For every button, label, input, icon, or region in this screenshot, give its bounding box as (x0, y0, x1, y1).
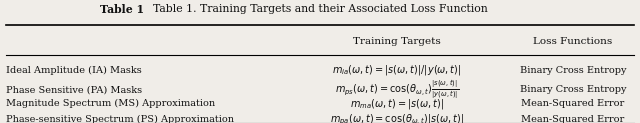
Text: Mean-Squared Error: Mean-Squared Error (521, 99, 625, 108)
Text: Phase Sensitive (PA) Masks: Phase Sensitive (PA) Masks (6, 85, 143, 94)
Text: $m_{ma}(\omega,t)=|s(\omega,t)|$: $m_{ma}(\omega,t)=|s(\omega,t)|$ (349, 97, 444, 111)
Text: Magnitude Spectrum (MS) Approximation: Magnitude Spectrum (MS) Approximation (6, 99, 216, 108)
Text: $m_{ia}(\omega,t)=|s(\omega,t)|/|y(\omega,t)|$: $m_{ia}(\omega,t)=|s(\omega,t)|/|y(\omeg… (332, 63, 461, 77)
Text: Mean-Squared Error: Mean-Squared Error (521, 115, 625, 123)
Text: Table 1. Training Targets and their Associated Loss Function: Table 1. Training Targets and their Asso… (152, 4, 488, 14)
Text: Loss Functions: Loss Functions (533, 37, 612, 46)
Text: Table 1: Table 1 (100, 4, 144, 15)
Text: Phase-sensitive Spectrum (PS) Approximation: Phase-sensitive Spectrum (PS) Approximat… (6, 115, 234, 123)
Text: $m_{ps}(\omega,t)=\cos(\theta_{\omega,t})\frac{|s(\omega,t)|}{|y(\omega,t)|}$: $m_{ps}(\omega,t)=\cos(\theta_{\omega,t}… (335, 79, 459, 101)
Text: $m_{pa}(\omega,t)=\cos(\theta_{\omega,t})|s(\omega,t)|$: $m_{pa}(\omega,t)=\cos(\theta_{\omega,t}… (330, 113, 464, 123)
Text: Ideal Amplitude (IA) Masks: Ideal Amplitude (IA) Masks (6, 66, 142, 75)
Text: Binary Cross Entropy: Binary Cross Entropy (520, 85, 626, 94)
Text: Binary Cross Entropy: Binary Cross Entropy (520, 66, 626, 75)
Text: Training Targets: Training Targets (353, 37, 441, 46)
